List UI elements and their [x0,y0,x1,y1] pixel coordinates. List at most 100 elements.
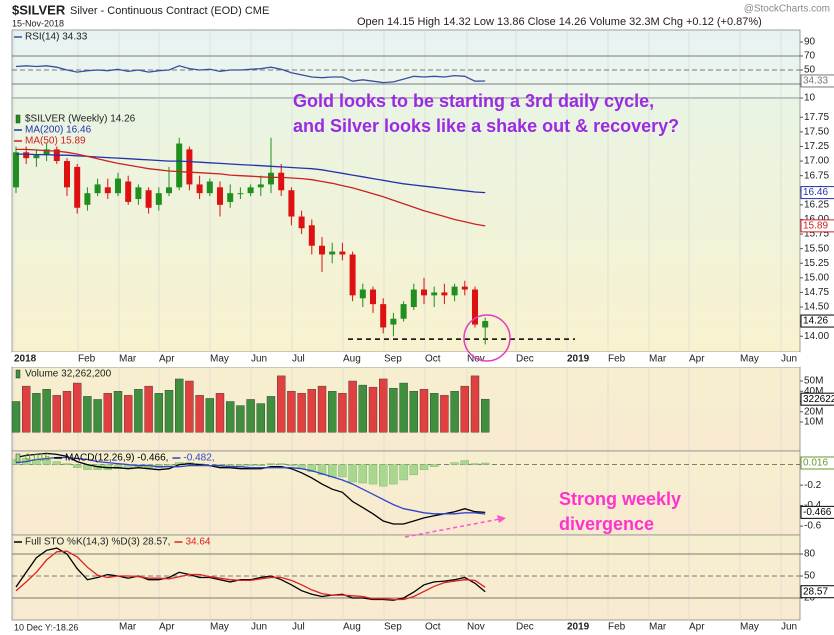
series-line [15,456,486,515]
y-tick-label: 15.50 [804,243,829,254]
x-tick-label: May [210,354,229,365]
candle-body [410,289,417,308]
annotation: Gold looks to be starting a 3rd daily cy… [293,91,654,111]
volume-bar [481,398,490,433]
x-tick-label: Mar [119,354,137,365]
highlight-circle [463,314,511,362]
x-tick-label-bottom: Jun [781,622,797,633]
volume-bar [440,395,449,433]
x-tick-label-bottom: May [210,622,229,633]
histogram-bar [42,459,51,465]
candle-body [217,187,223,205]
histogram-bar [277,463,286,465]
volume-bar [154,393,164,433]
y-tick-label: 80 [804,549,816,560]
candle-body [370,289,376,305]
volume-bar [379,378,388,433]
volume-bar [144,385,153,433]
candle-body [288,190,295,217]
volume-bar [11,401,21,433]
histogram-bar [460,460,469,465]
x-tick-label: Apr [689,354,705,365]
candle-body [400,304,407,319]
panel [11,29,801,99]
x-tick-label: Dec [516,354,534,365]
candle-body [43,149,50,156]
candle-body [339,251,346,255]
value-tag-label: 16.46 [803,187,828,198]
volume-bar [93,399,102,433]
y-tick-label: -0.4 [804,500,822,511]
volume-bar [52,395,61,433]
legend-icon [15,369,21,379]
volume-bar [123,395,133,433]
x-tick-label: Oct [425,354,441,365]
volume-bar [42,389,51,433]
x-tick-label-bottom: Feb [608,622,626,633]
quote: Open 14.15 High 14.32 Low 13.86 Close 14… [357,16,762,28]
histogram-bar [52,461,61,465]
legend-icon [15,453,21,463]
y-tick-label: 15.75 [804,229,829,240]
candle-body [64,161,70,188]
value-tag [800,186,834,200]
arrow [404,518,501,538]
y-tick-label: 15.25 [804,258,829,269]
histogram-bar [379,464,388,487]
histogram-bar [338,464,347,478]
x-tick-label: 2018 [14,354,37,365]
volume-bar [430,393,439,433]
histogram-bar [470,463,480,465]
volume-bar [419,389,429,433]
y-tick-label: -0.2 [804,480,822,491]
volume-bar [328,391,337,433]
y-tick-label: 50 [804,65,816,76]
x-tick-label-bottom: Apr [689,622,705,633]
value-tag [800,314,834,328]
candle-body [166,187,172,194]
candle-body [206,181,213,194]
x-tick-label-bottom: Jul [292,622,305,633]
y-tick-label: 14.00 [804,331,829,342]
volume-bar [317,385,327,433]
candle-body [247,187,254,194]
x-tick-label: Mar [649,354,667,365]
legend-label: MACD(12,26,9) -0.466, [65,453,168,464]
histogram-bar [246,464,255,466]
volume-bar [470,375,480,433]
value-tag-label: 34.33 [803,76,828,87]
candle-body [268,172,274,185]
legend-label: -0.482, [183,453,214,464]
volume-bar [83,396,92,433]
histogram-bar [409,464,418,476]
date: 15-Nov-2018 [12,18,64,28]
candle-body [298,216,305,229]
x-tick-label: 2019 [567,354,590,365]
histogram-bar [307,464,316,472]
volume-bar [113,391,123,433]
histogram-bar [450,462,459,465]
volume-bar [450,391,459,433]
series-line [15,547,486,601]
histogram-bar [72,464,82,468]
series-line [15,550,486,601]
value-tag [800,585,834,599]
legend-label: RSI(14) 34.33 [25,32,88,43]
histogram-bar [368,464,378,485]
candle-body [186,149,193,185]
instrument-name: Silver - Continuous Contract (EOD) CME [70,5,269,17]
y-tick-label: 16.75 [804,170,829,181]
candle-body [155,193,162,205]
value-tag [800,456,834,470]
candle-body [472,289,478,325]
x-tick-label: Jul [292,354,305,365]
x-tick-label: Nov [467,354,485,365]
histogram-bar [225,464,235,466]
candle-body [257,184,264,188]
series-line [15,65,486,84]
cursor-readout: 10 Dec Y:-18.26 [14,622,78,632]
annotation: divergence [559,514,654,534]
y-tick-label: 17.00 [804,156,829,167]
symbol: $SILVER [12,2,66,17]
